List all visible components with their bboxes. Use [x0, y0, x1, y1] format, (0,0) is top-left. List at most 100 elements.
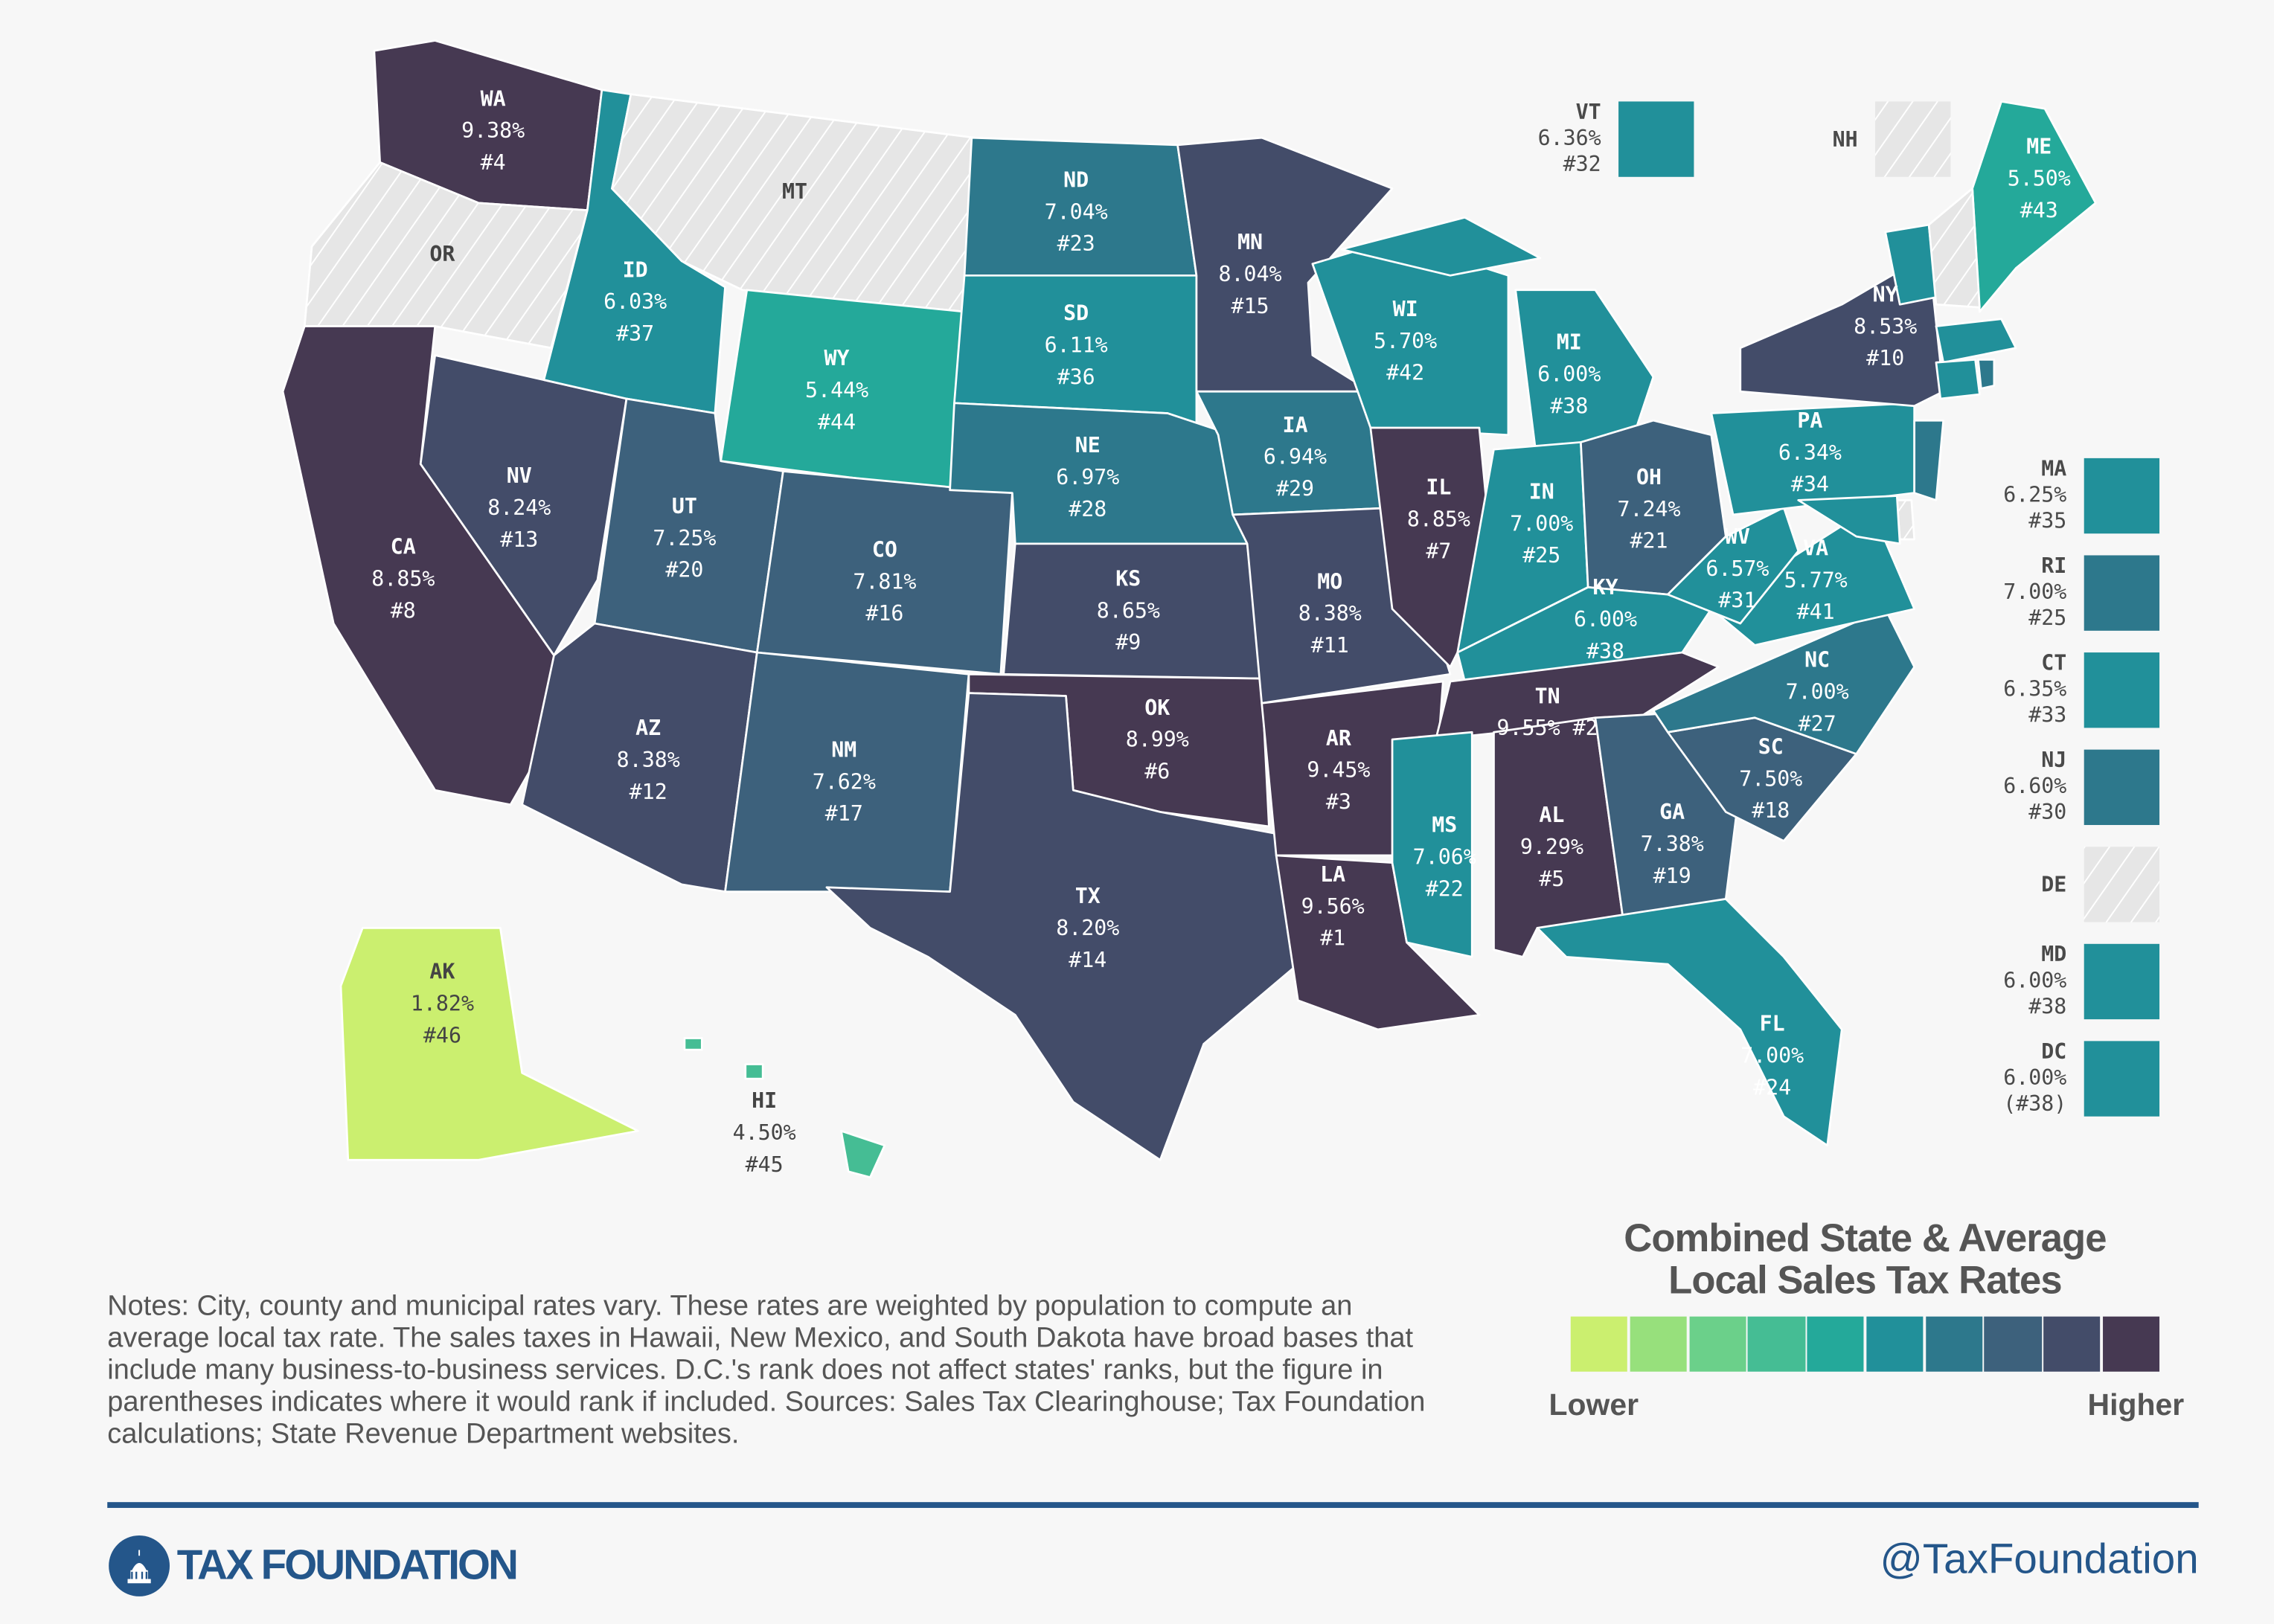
- state-ct[interactable]: [1935, 358, 1981, 400]
- state-abbr: ID: [623, 257, 648, 282]
- state-abbr: MI: [1557, 330, 1582, 355]
- state-me[interactable]: [1971, 100, 2097, 313]
- state-label-ks: KS 8.65% #9: [1097, 566, 1160, 655]
- state-rate: 8.85%: [371, 566, 435, 591]
- state-abbr: LA: [1320, 862, 1345, 887]
- state-rate: 8.20%: [1056, 916, 1119, 940]
- state-tx[interactable]: [825, 692, 1299, 1161]
- state-label-wi: WI 5.70% #42: [1374, 297, 1437, 385]
- state-label-il: IL 8.85% #7: [1407, 475, 1470, 564]
- legend-low-label: Lower: [1548, 1389, 1639, 1422]
- state-abbr: MS: [1432, 813, 1457, 838]
- state-abbr: OR: [429, 242, 455, 266]
- state-fl[interactable]: [1536, 898, 1843, 1147]
- state-nh[interactable]: [1927, 187, 1981, 309]
- state-abbr: MN: [1237, 230, 1263, 254]
- inset-label-dc: DC6.00%(#38): [2003, 1039, 2066, 1116]
- state-label-co: CO 7.81% #16: [853, 537, 916, 626]
- state-ri[interactable]: [1977, 358, 1996, 390]
- state-label-ok: OK 8.99% #6: [1126, 696, 1189, 784]
- state-label-ga: GA 7.38% #19: [1641, 800, 1704, 888]
- state-rank: #11: [1311, 633, 1349, 658]
- inset-swatch-ct[interactable]: [2084, 652, 2160, 728]
- footer-divider: [107, 1502, 2199, 1508]
- state-label-or: OR: [429, 242, 455, 266]
- state-hi[interactable]: [840, 1129, 886, 1178]
- state-rate: 5.44%: [805, 378, 868, 402]
- legend-swatch-0: [1570, 1316, 1628, 1372]
- state-ca[interactable]: [281, 325, 555, 806]
- state-rank: #21: [1630, 529, 1668, 553]
- state-rank: #10: [1866, 346, 1904, 370]
- state-or[interactable]: [303, 161, 589, 350]
- state-wv[interactable]: [1666, 506, 1800, 625]
- tax-foundation-logo[interactable]: TAX FOUNDATION: [107, 1534, 519, 1598]
- state-label-ky: KY 6.00% #38: [1574, 575, 1637, 664]
- state-rank: #29: [1276, 477, 1314, 501]
- state-rate: 4.50%: [733, 1120, 796, 1145]
- state-rate: 7.06%: [1413, 845, 1476, 870]
- state-ak[interactable]: [339, 926, 639, 1161]
- state-nj[interactable]: [1913, 419, 1945, 501]
- state-mi[interactable]: [1514, 289, 1655, 466]
- state-rate: 7.00%: [2003, 580, 2066, 604]
- state-label-mo: MO 8.38% #11: [1298, 569, 1362, 658]
- state-label-ia: IA 6.94% #29: [1263, 413, 1327, 501]
- state-rank: #41: [1797, 600, 1835, 624]
- state-rate: 9.55% #2: [1497, 716, 1598, 740]
- state-rank: #19: [1653, 864, 1691, 888]
- state-abbr: MO: [1317, 569, 1342, 594]
- state-rate: 7.04%: [1045, 199, 1108, 224]
- inset-swatch-ma[interactable]: [2084, 458, 2160, 534]
- legend-color-scale: [1570, 1316, 2160, 1372]
- state-label-la: LA 9.56% #1: [1301, 862, 1365, 951]
- state-abbr: VT: [1576, 100, 1601, 124]
- state-abbr: MA: [2041, 456, 2066, 481]
- state-mi[interactable]: [1340, 216, 1542, 277]
- inset-swatch-de[interactable]: [2084, 847, 2160, 922]
- inset-swatch-md[interactable]: [2084, 943, 2160, 1020]
- state-rate: 8.99%: [1126, 728, 1189, 752]
- state-hi[interactable]: [683, 1037, 703, 1051]
- state-abbr: NV: [507, 463, 532, 488]
- state-ms[interactable]: [1391, 731, 1473, 958]
- state-label-wa: WA 9.38% #4: [461, 86, 525, 175]
- state-abbr: PA: [1797, 408, 1822, 433]
- state-rate: 6.00%: [1574, 607, 1637, 632]
- state-tn[interactable]: [1435, 651, 1720, 741]
- state-rank: #5: [1539, 867, 1564, 891]
- inset-swatch-ri[interactable]: [2084, 555, 2160, 631]
- state-label-nc: NC 7.00% #27: [1786, 648, 1849, 736]
- state-mn[interactable]: [1176, 136, 1394, 393]
- state-abbr: OK: [1144, 696, 1170, 720]
- state-rate: 6.60%: [2003, 774, 2066, 798]
- state-va[interactable]: [1710, 506, 1916, 646]
- twitter-handle[interactable]: @TaxFoundation: [1880, 1536, 2199, 1584]
- state-abbr: WI: [1393, 297, 1418, 321]
- inset-swatch-dc[interactable]: [2084, 1041, 2160, 1117]
- legend-swatch-1: [1630, 1316, 1687, 1372]
- state-rate: 8.85%: [1407, 507, 1470, 531]
- state-rank: #6: [1144, 760, 1170, 784]
- state-rate: 6.35%: [2003, 677, 2066, 702]
- state-md[interactable]: [1797, 495, 1901, 545]
- state-rate: 8.04%: [1219, 262, 1282, 286]
- legend-swatch-9: [2102, 1316, 2160, 1372]
- state-abbr: NC: [1804, 648, 1830, 673]
- state-rate: 6.94%: [1263, 445, 1327, 469]
- state-hi[interactable]: [744, 1063, 764, 1080]
- inset-swatch-nj[interactable]: [2084, 749, 2160, 825]
- state-rate: 7.81%: [853, 569, 916, 594]
- state-abbr: ND: [1063, 167, 1089, 192]
- state-label-al: AL 9.29% #5: [1520, 803, 1583, 891]
- state-ma[interactable]: [1935, 318, 2017, 364]
- state-label-pa: PA 6.34% #34: [1778, 408, 1842, 497]
- inset-swatch-vt[interactable]: [1618, 101, 1694, 177]
- state-abbr: CT: [2041, 650, 2066, 675]
- state-label-oh: OH 7.24% #21: [1617, 465, 1680, 553]
- state-label-ca: CA 8.85% #8: [371, 535, 435, 623]
- inset-swatch-nh[interactable]: [1875, 101, 1951, 177]
- state-label-nm: NM 7.62% #17: [813, 737, 876, 826]
